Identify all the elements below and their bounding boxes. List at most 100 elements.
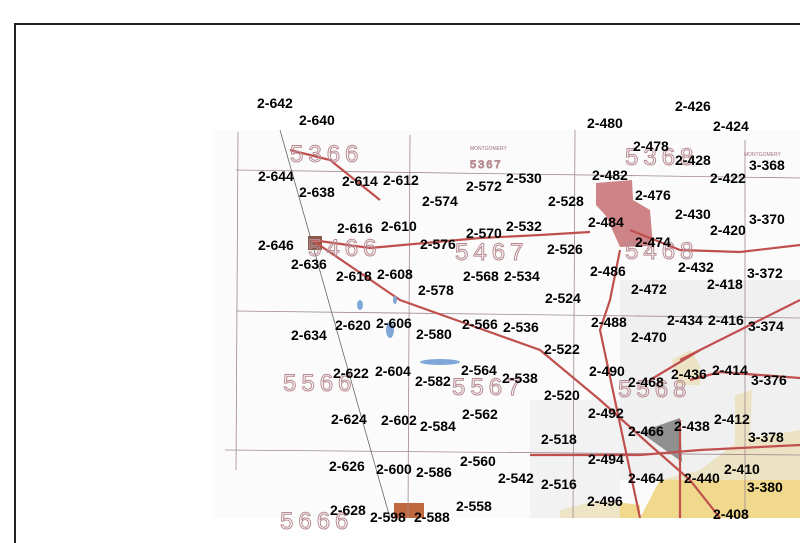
map-page-label: 3-370 bbox=[749, 211, 785, 227]
map-page-label: 2-570 bbox=[466, 225, 502, 241]
map-page-label: 2-430 bbox=[675, 206, 711, 222]
map-page-label: 2-618 bbox=[336, 268, 372, 284]
map-page-label: 2-606 bbox=[376, 315, 412, 331]
map-page-label: 2-414 bbox=[712, 362, 748, 378]
map-page-label: 2-530 bbox=[506, 170, 542, 186]
map-page-label: 3-376 bbox=[751, 372, 787, 388]
map-page-label: 2-640 bbox=[299, 112, 335, 128]
map-page-label: 2-636 bbox=[291, 256, 327, 272]
map-page-label: 2-494 bbox=[588, 451, 624, 467]
map-page-label: 2-614 bbox=[342, 173, 378, 189]
map-page-label: 2-516 bbox=[541, 476, 577, 492]
map-page-label: 2-424 bbox=[713, 118, 749, 134]
map-page-label: 2-440 bbox=[684, 470, 720, 486]
county-label: MONTGOMERY bbox=[744, 152, 781, 158]
map-page-label: 2-476 bbox=[635, 187, 671, 203]
map-page-label: 2-558 bbox=[456, 498, 492, 514]
map-page-label: 2-520 bbox=[544, 387, 580, 403]
map-page-label: 2-522 bbox=[544, 341, 580, 357]
map-page-label: 2-464 bbox=[628, 470, 664, 486]
map-page-label: 2-562 bbox=[462, 406, 498, 422]
map-page-label: 2-644 bbox=[258, 168, 294, 184]
map-page-label: 2-586 bbox=[416, 464, 452, 480]
grid-number: 5467 bbox=[454, 239, 529, 266]
map-page-label: 2-604 bbox=[375, 363, 411, 379]
map-page-label: 2-488 bbox=[591, 314, 627, 330]
grid-number: 5366 bbox=[289, 141, 364, 168]
map-page-label: 2-582 bbox=[415, 373, 451, 389]
map-page-label: 2-624 bbox=[331, 411, 367, 427]
map-page-label: 2-616 bbox=[337, 220, 373, 236]
map-page-label: 2-580 bbox=[416, 326, 452, 342]
map-page-label: 2-486 bbox=[590, 263, 626, 279]
map-page-label: 2-466 bbox=[628, 423, 664, 439]
map-page-label: 3-380 bbox=[747, 479, 783, 495]
grid-lines bbox=[224, 129, 800, 518]
map-page-label: 2-588 bbox=[414, 509, 450, 525]
map-page-label: 2-416 bbox=[708, 312, 744, 328]
map-page-label: 2-412 bbox=[714, 411, 750, 427]
map-page-label: 2-578 bbox=[418, 282, 454, 298]
roads bbox=[289, 148, 800, 518]
map-page-label: 2-600 bbox=[376, 461, 412, 477]
map-page-label: 2-518 bbox=[541, 431, 577, 447]
map-page-label: 2-568 bbox=[463, 268, 499, 284]
map-page-label: 2-426 bbox=[675, 98, 711, 114]
map-page-label: 2-420 bbox=[710, 222, 746, 238]
map-page-label: 2-638 bbox=[299, 184, 335, 200]
map-page-label: 2-478 bbox=[633, 138, 669, 154]
urban-area bbox=[530, 400, 620, 518]
map-page-label: 2-608 bbox=[377, 266, 413, 282]
map-page-label: 2-474 bbox=[635, 234, 671, 250]
map-page-label: 2-410 bbox=[724, 461, 760, 477]
map-page-label: 2-480 bbox=[587, 115, 623, 131]
map-page-label: 2-564 bbox=[461, 362, 497, 378]
map-page-label: 2-534 bbox=[504, 268, 540, 284]
map-page-label: 2-432 bbox=[678, 259, 714, 275]
map-page-label: 2-602 bbox=[381, 412, 417, 428]
map-page-label: 2-468 bbox=[628, 374, 664, 390]
map-page-label: 2-646 bbox=[258, 237, 294, 253]
map-page-label: 2-542 bbox=[498, 470, 534, 486]
grid-number: 5468 bbox=[624, 238, 699, 265]
county-label: MONTGOMERY bbox=[470, 146, 507, 152]
map-page-label: 2-536 bbox=[503, 319, 539, 335]
map-page-label: 2-492 bbox=[588, 405, 624, 421]
map-page-label: 2-628 bbox=[330, 502, 366, 518]
map-page-label: 2-610 bbox=[381, 218, 417, 234]
map-page-label: 3-378 bbox=[748, 429, 784, 445]
map-page-label: 2-574 bbox=[422, 193, 458, 209]
map-page-label: 2-526 bbox=[547, 241, 583, 257]
map-page-label: 2-436 bbox=[671, 366, 707, 382]
map-page-label: 3-374 bbox=[748, 318, 784, 334]
map-page-label: 2-634 bbox=[291, 327, 327, 343]
grid-number: 5368 bbox=[624, 144, 699, 171]
map-page-label: 2-642 bbox=[257, 95, 293, 111]
map-page-label: 2-434 bbox=[667, 312, 703, 328]
urban-dark-area bbox=[640, 418, 682, 462]
map-page-label: 2-472 bbox=[631, 281, 667, 297]
map-page-label: 2-438 bbox=[674, 418, 710, 434]
map-page-label: 2-428 bbox=[675, 152, 711, 168]
map-page-label: 2-528 bbox=[548, 193, 584, 209]
map-page-label: 2-620 bbox=[335, 317, 371, 333]
map-page-label: 2-538 bbox=[502, 370, 538, 386]
map-page-label: 2-598 bbox=[370, 509, 406, 525]
map-page-label: 2-532 bbox=[506, 218, 542, 234]
map-page-label: 2-560 bbox=[460, 453, 496, 469]
grid-number: 5567 bbox=[451, 374, 526, 401]
map-page-label: 3-368 bbox=[749, 157, 785, 173]
map-page-label: 2-490 bbox=[589, 363, 625, 379]
map-page-label: 3-372 bbox=[747, 265, 783, 281]
map-page-label: 2-584 bbox=[420, 418, 456, 434]
water-features bbox=[357, 296, 460, 365]
grid-number: 5566 bbox=[282, 370, 357, 397]
map-page-label: 2-576 bbox=[420, 236, 456, 252]
map-page-label: 2-408 bbox=[713, 506, 749, 522]
map-page-label: 2-418 bbox=[707, 276, 743, 292]
map-page-label: 2-572 bbox=[466, 178, 502, 194]
map-page-label: 2-496 bbox=[587, 493, 623, 509]
highlight-area bbox=[394, 503, 424, 518]
map-page-label: 2-422 bbox=[710, 170, 746, 186]
map-frame bbox=[14, 23, 800, 543]
